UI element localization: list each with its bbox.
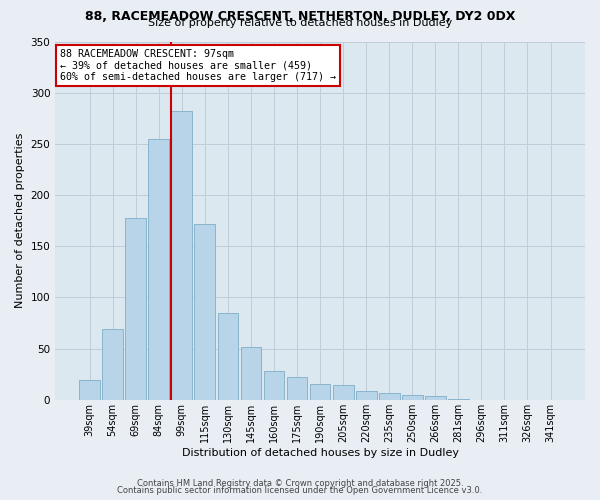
Bar xyxy=(448,399,469,400)
Bar xyxy=(194,224,215,400)
Bar xyxy=(402,394,422,400)
Bar xyxy=(310,384,331,400)
Bar xyxy=(172,111,192,400)
Text: 88, RACEMEADOW CRESCENT, NETHERTON, DUDLEY, DY2 0DX: 88, RACEMEADOW CRESCENT, NETHERTON, DUDL… xyxy=(85,10,515,23)
Bar xyxy=(333,386,353,400)
Bar xyxy=(263,371,284,400)
Text: Contains public sector information licensed under the Open Government Licence v3: Contains public sector information licen… xyxy=(118,486,482,495)
Bar xyxy=(102,329,123,400)
Bar xyxy=(356,390,377,400)
Text: 88 RACEMEADOW CRESCENT: 97sqm
← 39% of detached houses are smaller (459)
60% of : 88 RACEMEADOW CRESCENT: 97sqm ← 39% of d… xyxy=(61,48,337,82)
Bar xyxy=(148,139,169,400)
Y-axis label: Number of detached properties: Number of detached properties xyxy=(15,133,25,308)
Bar xyxy=(218,313,238,400)
Bar xyxy=(79,380,100,400)
Bar xyxy=(287,378,307,400)
Bar xyxy=(241,346,262,400)
Bar xyxy=(379,392,400,400)
X-axis label: Distribution of detached houses by size in Dudley: Distribution of detached houses by size … xyxy=(182,448,458,458)
Bar xyxy=(125,218,146,400)
Text: Size of property relative to detached houses in Dudley: Size of property relative to detached ho… xyxy=(148,18,452,28)
Bar xyxy=(425,396,446,400)
Text: Contains HM Land Registry data © Crown copyright and database right 2025.: Contains HM Land Registry data © Crown c… xyxy=(137,478,463,488)
